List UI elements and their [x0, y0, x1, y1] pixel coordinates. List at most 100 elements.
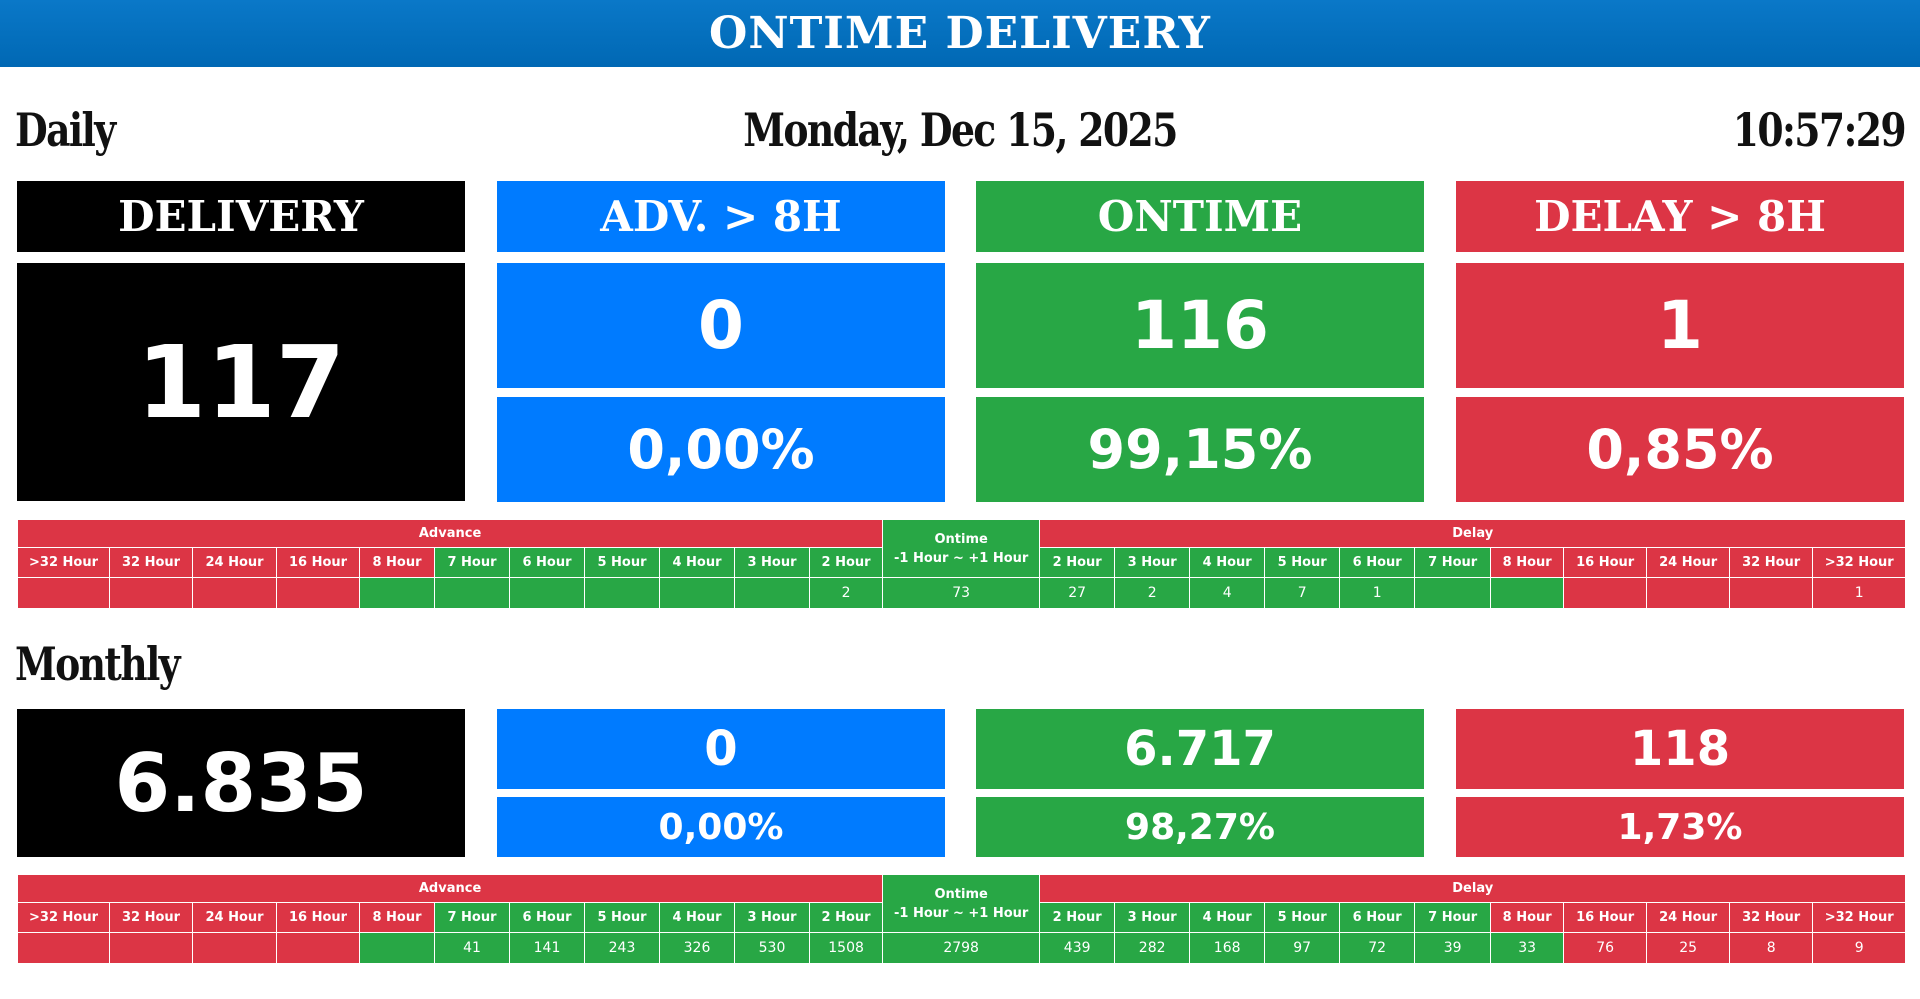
column-row: >32 Hour 32 Hour 24 Hour 16 Hour 8 Hour 7 Hou…: [17, 902, 1907, 933]
column-header: 7 Hour: [1414, 902, 1492, 933]
value-cell: 8: [1729, 932, 1814, 964]
value-cell: 1508: [808, 932, 884, 964]
card-title: ONTIME: [976, 181, 1424, 252]
section-label: Daily: [15, 103, 116, 157]
column-header: 4 Hour: [659, 902, 735, 933]
column-header: 4 Hour: [1189, 547, 1266, 578]
value-cell: 33: [1490, 932, 1565, 964]
value-cell: [1490, 577, 1565, 609]
ontime-label: Ontime: [934, 531, 988, 547]
value-cell: 168: [1189, 932, 1266, 964]
value-cell: 1: [1812, 577, 1907, 609]
clock: 10:57:29: [1732, 103, 1907, 157]
column-header: 7 Hour: [1414, 547, 1492, 578]
card-count: 116: [976, 263, 1424, 388]
value-cell: 39: [1414, 932, 1492, 964]
value-cell: 530: [734, 932, 810, 964]
value-cell: 4: [1189, 577, 1266, 609]
value-row: 41 141 243 326 530 1508 2798 439 282 168 97 72 39 33 7…: [17, 932, 1907, 964]
column-header: 3 Hour: [1114, 547, 1191, 578]
value-cell: 25: [1646, 932, 1731, 964]
hour-table: Advance Ontime -1 Hour ~ +1 Hour Delay >32 H…: [16, 874, 1907, 964]
ontime-range: -1 Hour ~ +1 Hour: [893, 550, 1029, 566]
column-header: 16 Hour: [276, 902, 360, 933]
card-count: 0: [497, 709, 945, 789]
column-header: 2 Hour: [808, 902, 884, 933]
value-cell: 2798: [882, 932, 1041, 964]
date: Monday, Dec 15, 2025: [743, 103, 1178, 157]
column-header: 16 Hour: [1563, 547, 1648, 578]
group-header: Ontime -1 Hour ~ +1 Hour: [882, 874, 1041, 933]
column-header: 8 Hour: [359, 547, 435, 578]
column-header: 6 Hour: [509, 902, 585, 933]
group-row: Advance Ontime -1 Hour ~ +1 Hour Delay: [16, 874, 1907, 933]
group-header: Advance: [16, 519, 884, 548]
column-header: >32 Hour: [1812, 902, 1907, 933]
card-percent: 1,73%: [1456, 797, 1904, 857]
column-header: 16 Hour: [1563, 902, 1648, 933]
value-cell: 243: [584, 932, 660, 964]
column-header: 32 Hour: [109, 902, 193, 933]
column-header: >32 Hour: [17, 902, 110, 933]
card-title: DELAY > 8H: [1456, 181, 1904, 252]
value-cell: 2: [808, 577, 884, 609]
column-header: 3 Hour: [734, 547, 810, 578]
column-header: 4 Hour: [1189, 902, 1266, 933]
card-count: 0: [497, 263, 945, 388]
value-cell: 282: [1114, 932, 1191, 964]
value-cell: 7: [1264, 577, 1341, 609]
value-cell: 439: [1039, 932, 1116, 964]
value-cell: 2: [1114, 577, 1191, 609]
group-header: Delay: [1039, 519, 1907, 548]
column-header: 24 Hour: [1646, 547, 1731, 578]
card-percent: 0,00%: [497, 797, 945, 857]
column-header: >32 Hour: [17, 547, 110, 578]
card-count: 118: [1456, 709, 1904, 789]
column-header: 16 Hour: [276, 547, 360, 578]
value-cell: [584, 577, 660, 609]
column-header: 5 Hour: [584, 902, 660, 933]
value-cell: [509, 577, 585, 609]
value-cell: [276, 932, 360, 964]
card-count: 6.717: [976, 709, 1424, 789]
value-cell: [1414, 577, 1492, 609]
ontime-range: -1 Hour ~ +1 Hour: [893, 905, 1029, 921]
column-header: 6 Hour: [1339, 547, 1416, 578]
column-header: 32 Hour: [1729, 547, 1814, 578]
value-cell: 41: [434, 932, 510, 964]
value-cell: 97: [1264, 932, 1341, 964]
group-header: Ontime -1 Hour ~ +1 Hour: [882, 519, 1041, 578]
column-header: >32 Hour: [1812, 547, 1907, 578]
column-header: 2 Hour: [1039, 547, 1116, 578]
column-header: 2 Hour: [1039, 902, 1116, 933]
column-header: 8 Hour: [1490, 547, 1565, 578]
value-cell: [17, 577, 110, 609]
value-cell: [1646, 577, 1731, 609]
value-row: 2 73 27 2 4 7 1 1: [17, 577, 1907, 609]
column-header: 6 Hour: [509, 547, 585, 578]
value-cell: [109, 577, 193, 609]
card-percent: 0,85%: [1456, 397, 1904, 502]
column-header: 8 Hour: [359, 902, 435, 933]
value-cell: 76: [1563, 932, 1648, 964]
value-cell: [1729, 577, 1814, 609]
value-cell: [1563, 577, 1648, 609]
card-title: DELIVERY: [17, 181, 465, 252]
column-header: 2 Hour: [808, 547, 884, 578]
value-cell: [17, 932, 110, 964]
value-cell: [192, 577, 277, 609]
value-cell: 27: [1039, 577, 1116, 609]
value-cell: 72: [1339, 932, 1416, 964]
column-header: 24 Hour: [192, 902, 277, 933]
column-header: 6 Hour: [1339, 902, 1416, 933]
column-header: 4 Hour: [659, 547, 735, 578]
value-cell: [359, 932, 435, 964]
column-header: 5 Hour: [584, 547, 660, 578]
group-header: Advance: [16, 874, 884, 903]
column-header: 3 Hour: [734, 902, 810, 933]
value-cell: [109, 932, 193, 964]
value-cell: 141: [509, 932, 585, 964]
value-cell: 1: [1339, 577, 1416, 609]
column-header: 32 Hour: [1729, 902, 1814, 933]
